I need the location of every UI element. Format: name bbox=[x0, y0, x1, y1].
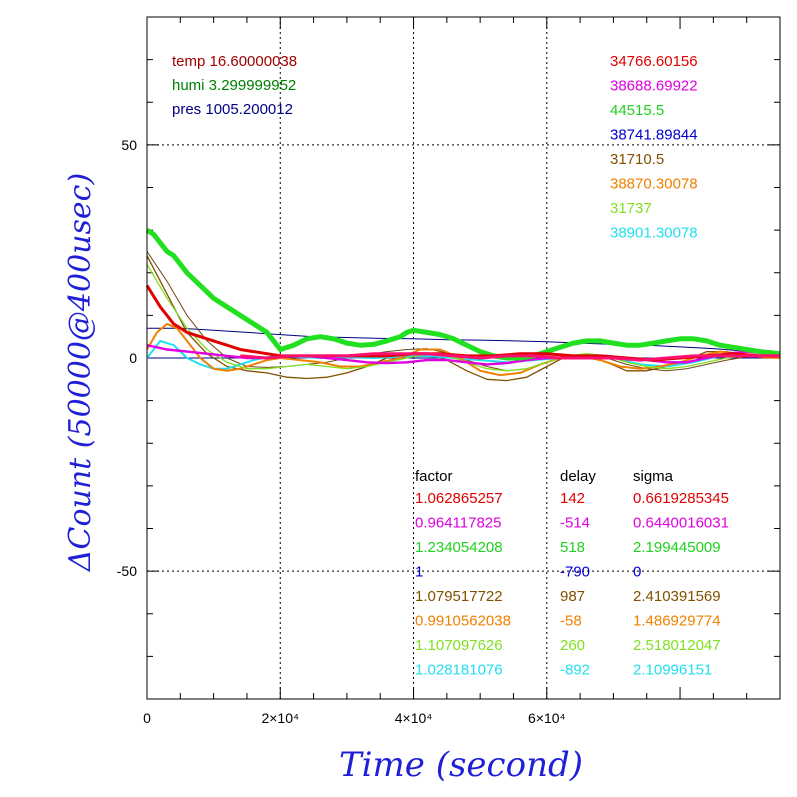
env-label: pres 1005.200012 bbox=[172, 101, 293, 118]
table-cell: 0.9910562038 bbox=[415, 613, 511, 630]
series-line-3 bbox=[146, 251, 780, 372]
env-label: temp 16.60000038 bbox=[172, 53, 297, 70]
table-cell: 1.486929774 bbox=[633, 613, 721, 630]
legend-value: 38870.30078 bbox=[610, 176, 698, 193]
legend-value: 31710.5 bbox=[610, 151, 664, 168]
table-cell: 1.234054208 bbox=[415, 539, 503, 556]
y-axis-label: ΔCount (50000@400usec) bbox=[63, 173, 98, 572]
table-cell: -790 bbox=[560, 564, 590, 581]
table-cell: 1.028181076 bbox=[415, 662, 503, 679]
table-cell: 260 bbox=[560, 637, 585, 654]
table-cell: -514 bbox=[560, 515, 590, 532]
series-line-0 bbox=[147, 327, 781, 355]
legend-value: 34766.60156 bbox=[610, 53, 698, 70]
table-cell: 1.079517722 bbox=[415, 588, 503, 605]
series-line-5 bbox=[146, 322, 781, 377]
table-header: sigma bbox=[633, 468, 674, 485]
table-cell: 1.062865257 bbox=[415, 490, 503, 507]
x-tick-label: 2×10⁴ bbox=[261, 710, 299, 726]
series-line-9 bbox=[145, 284, 780, 362]
table-cell: 0.6619285345 bbox=[633, 490, 729, 507]
table-cell: 0 bbox=[633, 564, 641, 581]
series-line-8 bbox=[145, 227, 781, 361]
table-cell: 987 bbox=[560, 588, 585, 605]
env-label: humi 3.299999952 bbox=[172, 77, 296, 94]
table-header: factor bbox=[415, 468, 453, 485]
series-line-10 bbox=[240, 352, 780, 362]
tick-labels: 0 2×10⁴ 4×10⁴ 6×10⁴ 50 0 -50 bbox=[117, 137, 566, 726]
table-cell: 2.410391569 bbox=[633, 588, 721, 605]
y-tick-label: -50 bbox=[117, 563, 137, 579]
table-cell: 0.6440016031 bbox=[633, 515, 729, 532]
table-cell: 1.107097626 bbox=[415, 637, 503, 654]
table-header: delay bbox=[560, 468, 596, 485]
table-cell: -58 bbox=[560, 613, 582, 630]
plot-frame bbox=[146, 16, 781, 700]
table-cell: 518 bbox=[560, 539, 585, 556]
legend-value: 38741.89844 bbox=[610, 127, 698, 144]
table-cell: 142 bbox=[560, 490, 585, 507]
y-tick-label: 50 bbox=[121, 137, 137, 153]
legend-value: 31737 bbox=[610, 200, 652, 217]
table-cell: -892 bbox=[560, 662, 590, 679]
table-cell: 2.199445009 bbox=[633, 539, 721, 556]
table-cell: 0.964117825 bbox=[415, 515, 501, 532]
table-cell: 1 bbox=[415, 564, 423, 581]
x-tick-label: 4×10⁴ bbox=[395, 710, 433, 726]
legend-value: 38688.69922 bbox=[610, 78, 698, 95]
legend-values: 34766.60156 38688.69922 44515.5 38741.89844… bbox=[610, 53, 698, 242]
legend-value: 44515.5 bbox=[610, 102, 664, 119]
table-cell: 2.10996151 bbox=[633, 662, 712, 679]
y-tick-label: 0 bbox=[129, 350, 137, 366]
legend-value: 38901.30078 bbox=[610, 225, 698, 242]
table-cell: 2.518012047 bbox=[633, 637, 721, 654]
series-layer bbox=[145, 227, 781, 382]
x-tick-label: 6×10⁴ bbox=[528, 710, 566, 726]
fit-table: factor delay sigma 1.062865257 142 0.66192853… bbox=[415, 468, 729, 679]
environment-labels: temp 16.60000038 humi 3.299999952 pres 100… bbox=[172, 53, 297, 118]
x-tick-label: 0 bbox=[143, 710, 151, 726]
x-axis-label: Time (second) bbox=[339, 745, 583, 785]
